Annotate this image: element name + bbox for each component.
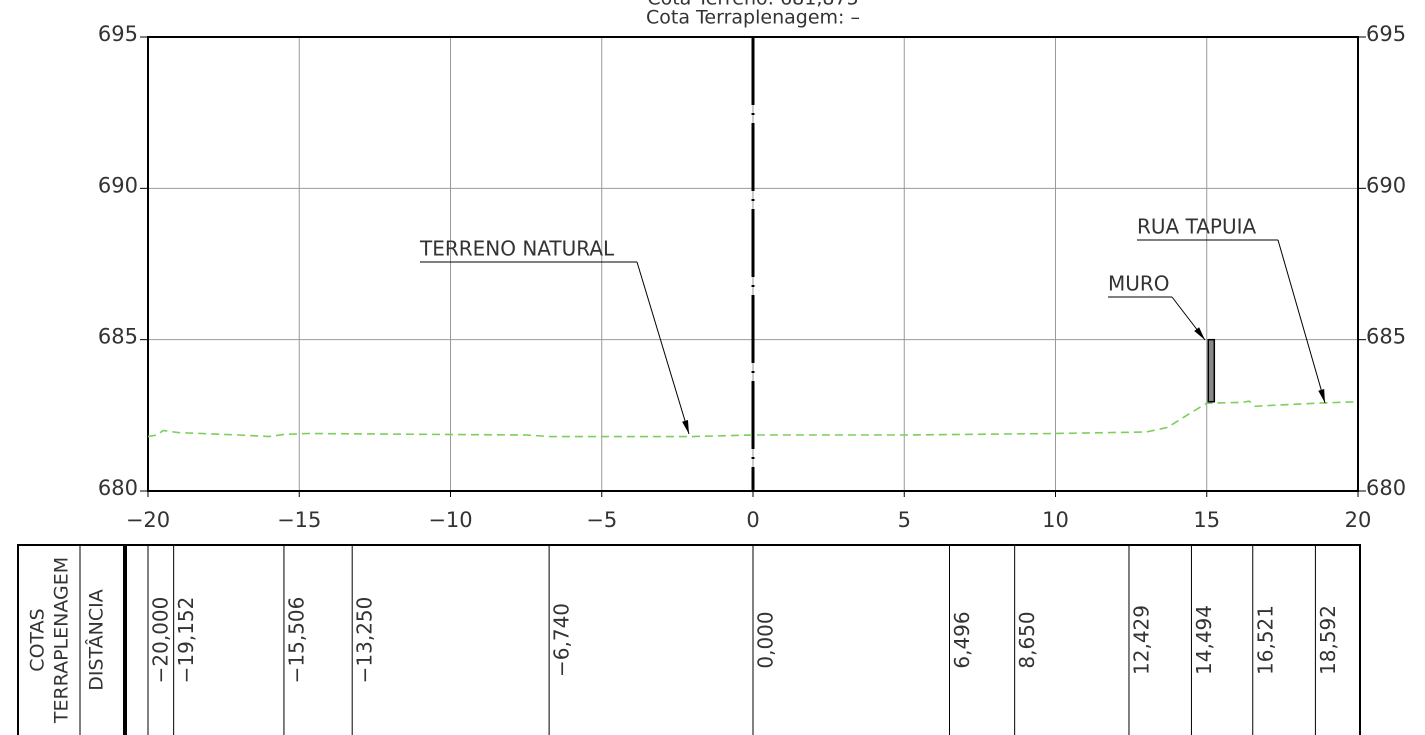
row-label: TERRAPLENAGEM: [51, 557, 73, 724]
station-label: 0,000: [754, 611, 778, 668]
y-tick-label: 690: [98, 173, 138, 197]
annotation: RUA TAPUIA: [1137, 215, 1257, 239]
row-label: DISTÂNCIA: [85, 589, 108, 691]
x-tick-label: 5: [898, 508, 911, 532]
wall: [1207, 338, 1216, 403]
station-label: −20,000: [149, 597, 173, 684]
terrain-line: [147, 400, 1359, 438]
x-tick-label: 20: [1345, 508, 1372, 532]
table-frame: [17, 544, 1361, 735]
annotation: MURO: [1108, 272, 1170, 296]
y-tick-label: 695: [98, 22, 138, 46]
station-label: −6,740: [550, 603, 574, 677]
x-tick-label: 0: [746, 508, 759, 532]
station-label: 8,650: [1015, 611, 1039, 668]
arrow-head: [1194, 327, 1205, 340]
x-tick-label: −15: [277, 508, 321, 532]
leader-line: [1277, 239, 1326, 404]
station-label: 18,592: [1316, 605, 1340, 675]
station-label: −15,506: [284, 597, 308, 684]
station-label: 6,496: [950, 611, 974, 668]
x-tick-label: −10: [428, 508, 472, 532]
leader-line: [636, 261, 690, 435]
arrow-head: [1318, 389, 1325, 403]
title-line: Cota Terreno: 681,875: [647, 0, 858, 10]
station-label: 16,521: [1253, 605, 1277, 675]
annotation: TERRENO NATURAL: [419, 237, 615, 261]
x-tick-label: 10: [1042, 508, 1069, 532]
y-tick-label: 690: [1366, 173, 1406, 197]
arrow-head: [682, 420, 689, 434]
station-label: −19,152: [174, 597, 198, 684]
x-tick-label: 15: [1193, 508, 1220, 532]
y-tick-label: 695: [1366, 22, 1406, 46]
station-label: −13,250: [353, 597, 377, 684]
x-tick-label: −20: [126, 508, 170, 532]
x-tick-label: −5: [586, 508, 617, 532]
y-tick-label: 680: [98, 476, 138, 500]
station-label: 12,429: [1129, 605, 1153, 675]
y-tick-label: 685: [1366, 325, 1406, 349]
station-label: 14,494: [1192, 605, 1216, 675]
row-label: COTAS: [27, 608, 49, 671]
y-tick-label: 685: [98, 325, 138, 349]
y-tick-label: 680: [1366, 476, 1406, 500]
title-line: Cota Terraplenagem: –: [646, 7, 860, 29]
